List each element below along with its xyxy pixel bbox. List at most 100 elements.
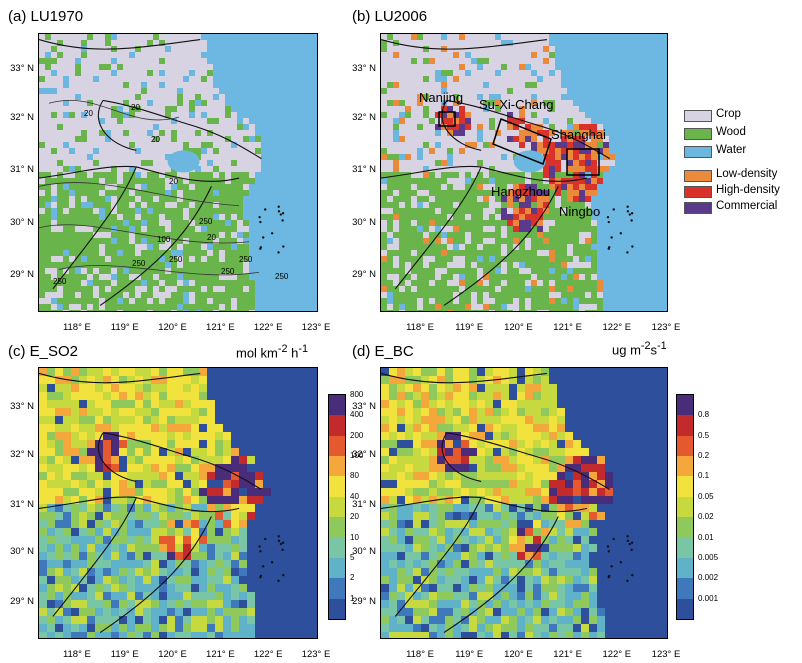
colorbar-tick-label: 10 [350, 532, 359, 542]
colorbar-segment [677, 537, 693, 558]
lat-tick-label: 30° N [352, 546, 376, 557]
colorbar-tick-label: 0.002 [698, 573, 719, 583]
lat-tick-label: 31° N [10, 164, 34, 175]
colorbar-tick-label: 0.005 [698, 552, 719, 562]
lon-tick-label: 118° E [406, 322, 434, 333]
city-label-su-xi-chang: Su-Xi-Chang [479, 97, 553, 112]
legend-swatch [684, 128, 712, 140]
contour-label: 250 [132, 259, 146, 268]
lon-tick-label: 123° E [301, 322, 331, 333]
so2-colorbar [328, 394, 346, 620]
panel-a-title: (a) LU1970 [8, 8, 84, 25]
colorbar-tick-label: 20 [350, 512, 359, 522]
legend-label: Commercial [716, 200, 778, 212]
lon-tick-label: 121° E [206, 649, 235, 660]
map-e-so2 [38, 367, 318, 639]
lat-tick-label: 33° N [10, 401, 34, 412]
colorbar-segment [329, 517, 345, 538]
lat-tick-label: 30° N [10, 217, 34, 228]
contour-label: 250 [53, 277, 67, 286]
colorbar-segment [677, 435, 693, 457]
legend-label: Wood [716, 126, 746, 138]
lon-tick-label: 120° E [504, 322, 533, 333]
contour-label: 250 [199, 217, 213, 226]
panel-b-title: (b) LU2006 [352, 8, 428, 25]
colorbar-segment [329, 578, 345, 599]
colorbar-tick-label: 1 [350, 593, 355, 603]
lon-tick-label: 121° E [553, 322, 582, 333]
lat-tick-label: 32° N [10, 449, 34, 460]
colorbar-tick-label: 5 [350, 552, 355, 562]
colorbar-tick-label: 400 [350, 410, 364, 420]
colorbar-segment [677, 598, 693, 619]
legend-swatch [684, 170, 712, 182]
colorbar-segment [329, 598, 345, 619]
colorbar-tick-label: 0.2 [698, 451, 710, 461]
contour-label: 20 [131, 103, 140, 112]
lon-tick-label: 120° E [158, 322, 187, 333]
panel-c-unit: mol km-2 h-1 [236, 343, 309, 361]
colorbar-tick-label: 0.1 [698, 471, 710, 481]
lon-tick-label: 121° E [206, 322, 235, 333]
lat-tick-label: 29° N [352, 269, 376, 280]
city-label-hangzhou: Hangzhou [491, 184, 550, 199]
lon-tick-label: 118° E [62, 649, 91, 660]
colorbar-tick-label: 100 [350, 451, 364, 461]
lat-tick-label: 30° N [352, 217, 376, 228]
contour-label: 20 [207, 233, 216, 242]
lon-tick-label: 119° E [110, 649, 139, 660]
city-label-nanjing: Nanjing [419, 90, 463, 105]
colorbar-segment [329, 557, 345, 579]
legend-swatch [684, 202, 712, 214]
lon-tick-label: 118° E [406, 649, 434, 660]
colorbar-segment [677, 496, 693, 518]
colorbar-tick-label: 2 [350, 573, 355, 583]
colorbar-segment [329, 435, 345, 457]
legend-label: Water [716, 144, 747, 156]
map-lu2006: Nanjing Su-Xi-Chang Shanghai Hangzhou Ningbo [380, 33, 668, 312]
contour-label: 20 [169, 177, 178, 186]
panel-d-unit: ug m-2s-1 [612, 340, 667, 358]
lat-tick-label: 31° N [352, 164, 376, 175]
lat-tick-label: 30° N [10, 546, 34, 557]
legend-swatch [684, 146, 712, 158]
colorbar-segment [329, 415, 345, 436]
colorbar-segment [677, 517, 693, 538]
lon-tick-label: 120° E [158, 649, 187, 660]
colorbar-segment [677, 557, 693, 579]
lon-tick-label: 119° E [455, 649, 484, 660]
colorbar-tick-label: 0.05 [698, 491, 714, 501]
legend-label: Crop [716, 108, 741, 120]
colorbar-tick-label: 800 [350, 390, 364, 399]
contour-label: 250 [275, 272, 289, 281]
panel-d-title: (d) E_BC [352, 343, 414, 360]
lon-tick-label: 122° E [253, 322, 283, 333]
map-e-bc [380, 367, 668, 639]
contour-label: 20 [151, 135, 160, 144]
colorbar-tick-label: 0.01 [698, 532, 714, 542]
colorbar-segment [677, 476, 693, 497]
bc-colorbar [676, 394, 694, 620]
lon-tick-label: 119° E [455, 322, 484, 333]
contour-label: 250 [169, 255, 183, 264]
lat-tick-label: 29° N [352, 596, 376, 607]
lat-tick-label: 31° N [352, 499, 376, 510]
colorbar-segment [677, 415, 693, 436]
contour-label: 250 [239, 255, 253, 264]
contour-label: 100 [157, 235, 171, 244]
city-label-shanghai: Shanghai [551, 127, 606, 142]
colorbar-tick-label: 80 [350, 471, 359, 481]
colorbar-segment [329, 395, 345, 416]
lat-tick-label: 33° N [352, 63, 376, 74]
lon-tick-label: 122° E [602, 649, 632, 660]
lat-tick-label: 32° N [10, 112, 34, 123]
colorbar-segment [677, 578, 693, 599]
colorbar-tick-label: 0.02 [698, 512, 714, 522]
colorbar-segment [329, 456, 345, 477]
map-lu1970: 20 20 20 20 100 250 20 250 250 250 250 250 250 [38, 33, 318, 312]
contour-label: 250 [221, 267, 235, 276]
contour-label: 20 [84, 109, 93, 118]
lon-tick-label: 119° E [110, 322, 139, 333]
colorbar-tick-label: 200 [350, 430, 364, 440]
legend-label: High-density [716, 184, 780, 196]
